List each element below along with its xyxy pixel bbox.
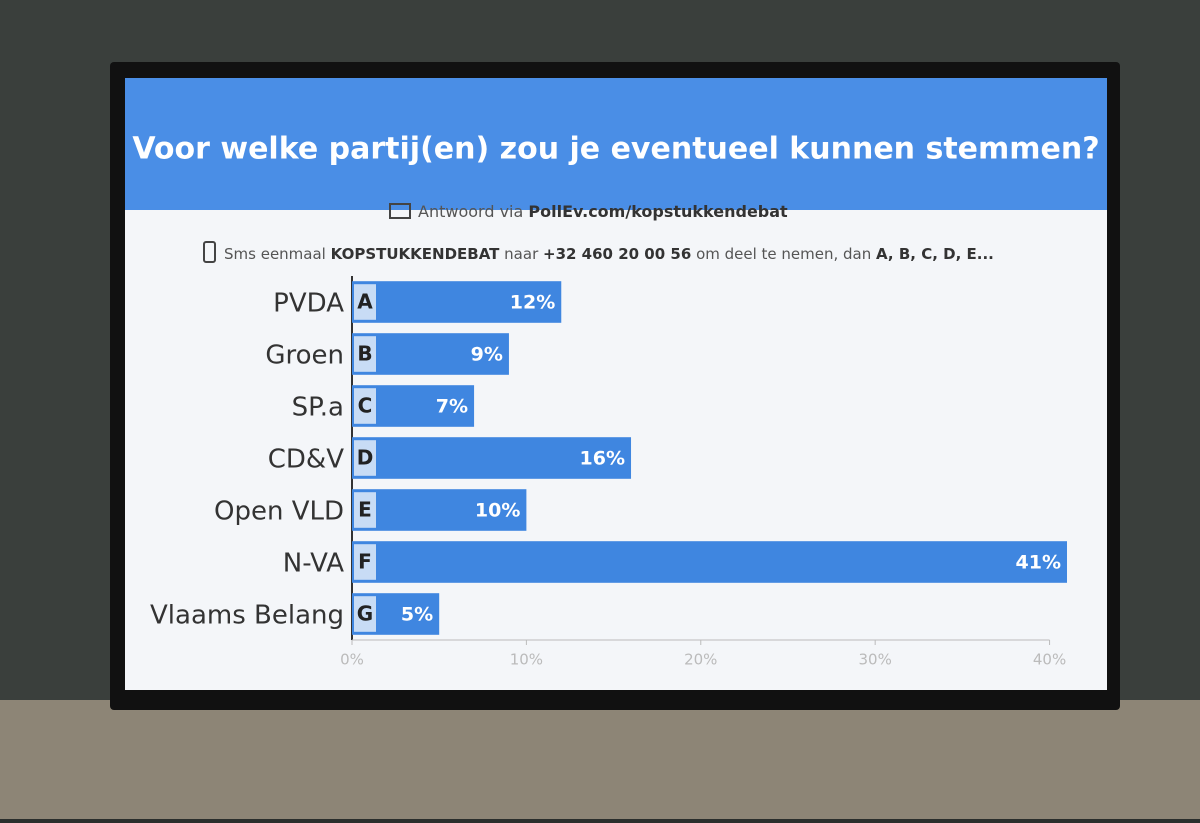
bar xyxy=(352,333,509,375)
option-letter: G xyxy=(357,602,373,626)
letter-box xyxy=(354,284,376,320)
letter-box xyxy=(354,440,376,476)
value-label: 41% xyxy=(1016,552,1061,574)
title-bar xyxy=(125,78,1107,210)
instructions-line1: Antwoord via PollEv.com/kopstukkendebat xyxy=(418,202,788,221)
keyword: KOPSTUKKENDEBAT xyxy=(331,245,501,263)
option-letter: E xyxy=(358,498,372,522)
plot: 0% 10% 20% 30% 40% PVDA A 12% Groen B 9% SP.a C 7% CD&… xyxy=(150,276,1067,669)
category-label: N-VA xyxy=(283,549,344,579)
letter-box xyxy=(354,544,376,580)
option-letter: D xyxy=(357,446,374,470)
bar xyxy=(352,437,632,479)
value-label: 12% xyxy=(510,292,555,314)
option-letter: B xyxy=(357,342,372,366)
value-label: 5% xyxy=(401,604,433,626)
category-label: Vlaams Belang xyxy=(150,601,344,631)
letter-box xyxy=(354,336,376,372)
x-tick-label: 10% xyxy=(510,651,543,669)
option-letter: A xyxy=(357,290,373,314)
phone-icon xyxy=(203,241,216,263)
x-tick-label: 40% xyxy=(1033,651,1066,669)
desk xyxy=(0,700,1200,819)
value-label: 9% xyxy=(471,344,503,366)
category-label: CD&V xyxy=(268,445,344,475)
x-tick-label: 20% xyxy=(684,651,717,669)
url: PollEv.com/kopstukkendebat xyxy=(528,202,788,221)
text: Antwoord via xyxy=(418,202,523,221)
x-tick-label: 30% xyxy=(858,651,891,669)
instructions-line2: Sms eenmaal KOPSTUKKENDEBAT naar +32 460… xyxy=(224,245,994,263)
phone-number: +32 460 20 00 56 xyxy=(543,245,691,263)
value-label: 10% xyxy=(475,500,520,522)
value-label: 7% xyxy=(436,396,468,418)
text: naar xyxy=(504,245,539,263)
chart-title: Voor welke partij(en) zou je eventueel k… xyxy=(132,132,1099,167)
letter-box xyxy=(354,596,376,632)
category-label: SP.a xyxy=(292,393,344,423)
monitor-icon xyxy=(389,203,411,219)
text: Sms eenmaal xyxy=(224,245,326,263)
category-label: Groen xyxy=(265,341,344,371)
value-label: 16% xyxy=(580,448,625,470)
options: A, B, C, D, E... xyxy=(876,245,994,263)
text: om deel te nemen, dan xyxy=(696,245,871,263)
bar xyxy=(352,281,562,323)
category-label: PVDA xyxy=(273,289,344,319)
option-letter: F xyxy=(358,550,372,574)
x-tick-label: 0% xyxy=(340,651,364,669)
letter-box xyxy=(354,388,376,424)
bar xyxy=(352,489,527,531)
bar xyxy=(352,541,1067,583)
option-letter: C xyxy=(358,394,373,418)
category-label: Open VLD xyxy=(214,497,344,527)
letter-box xyxy=(354,492,376,528)
